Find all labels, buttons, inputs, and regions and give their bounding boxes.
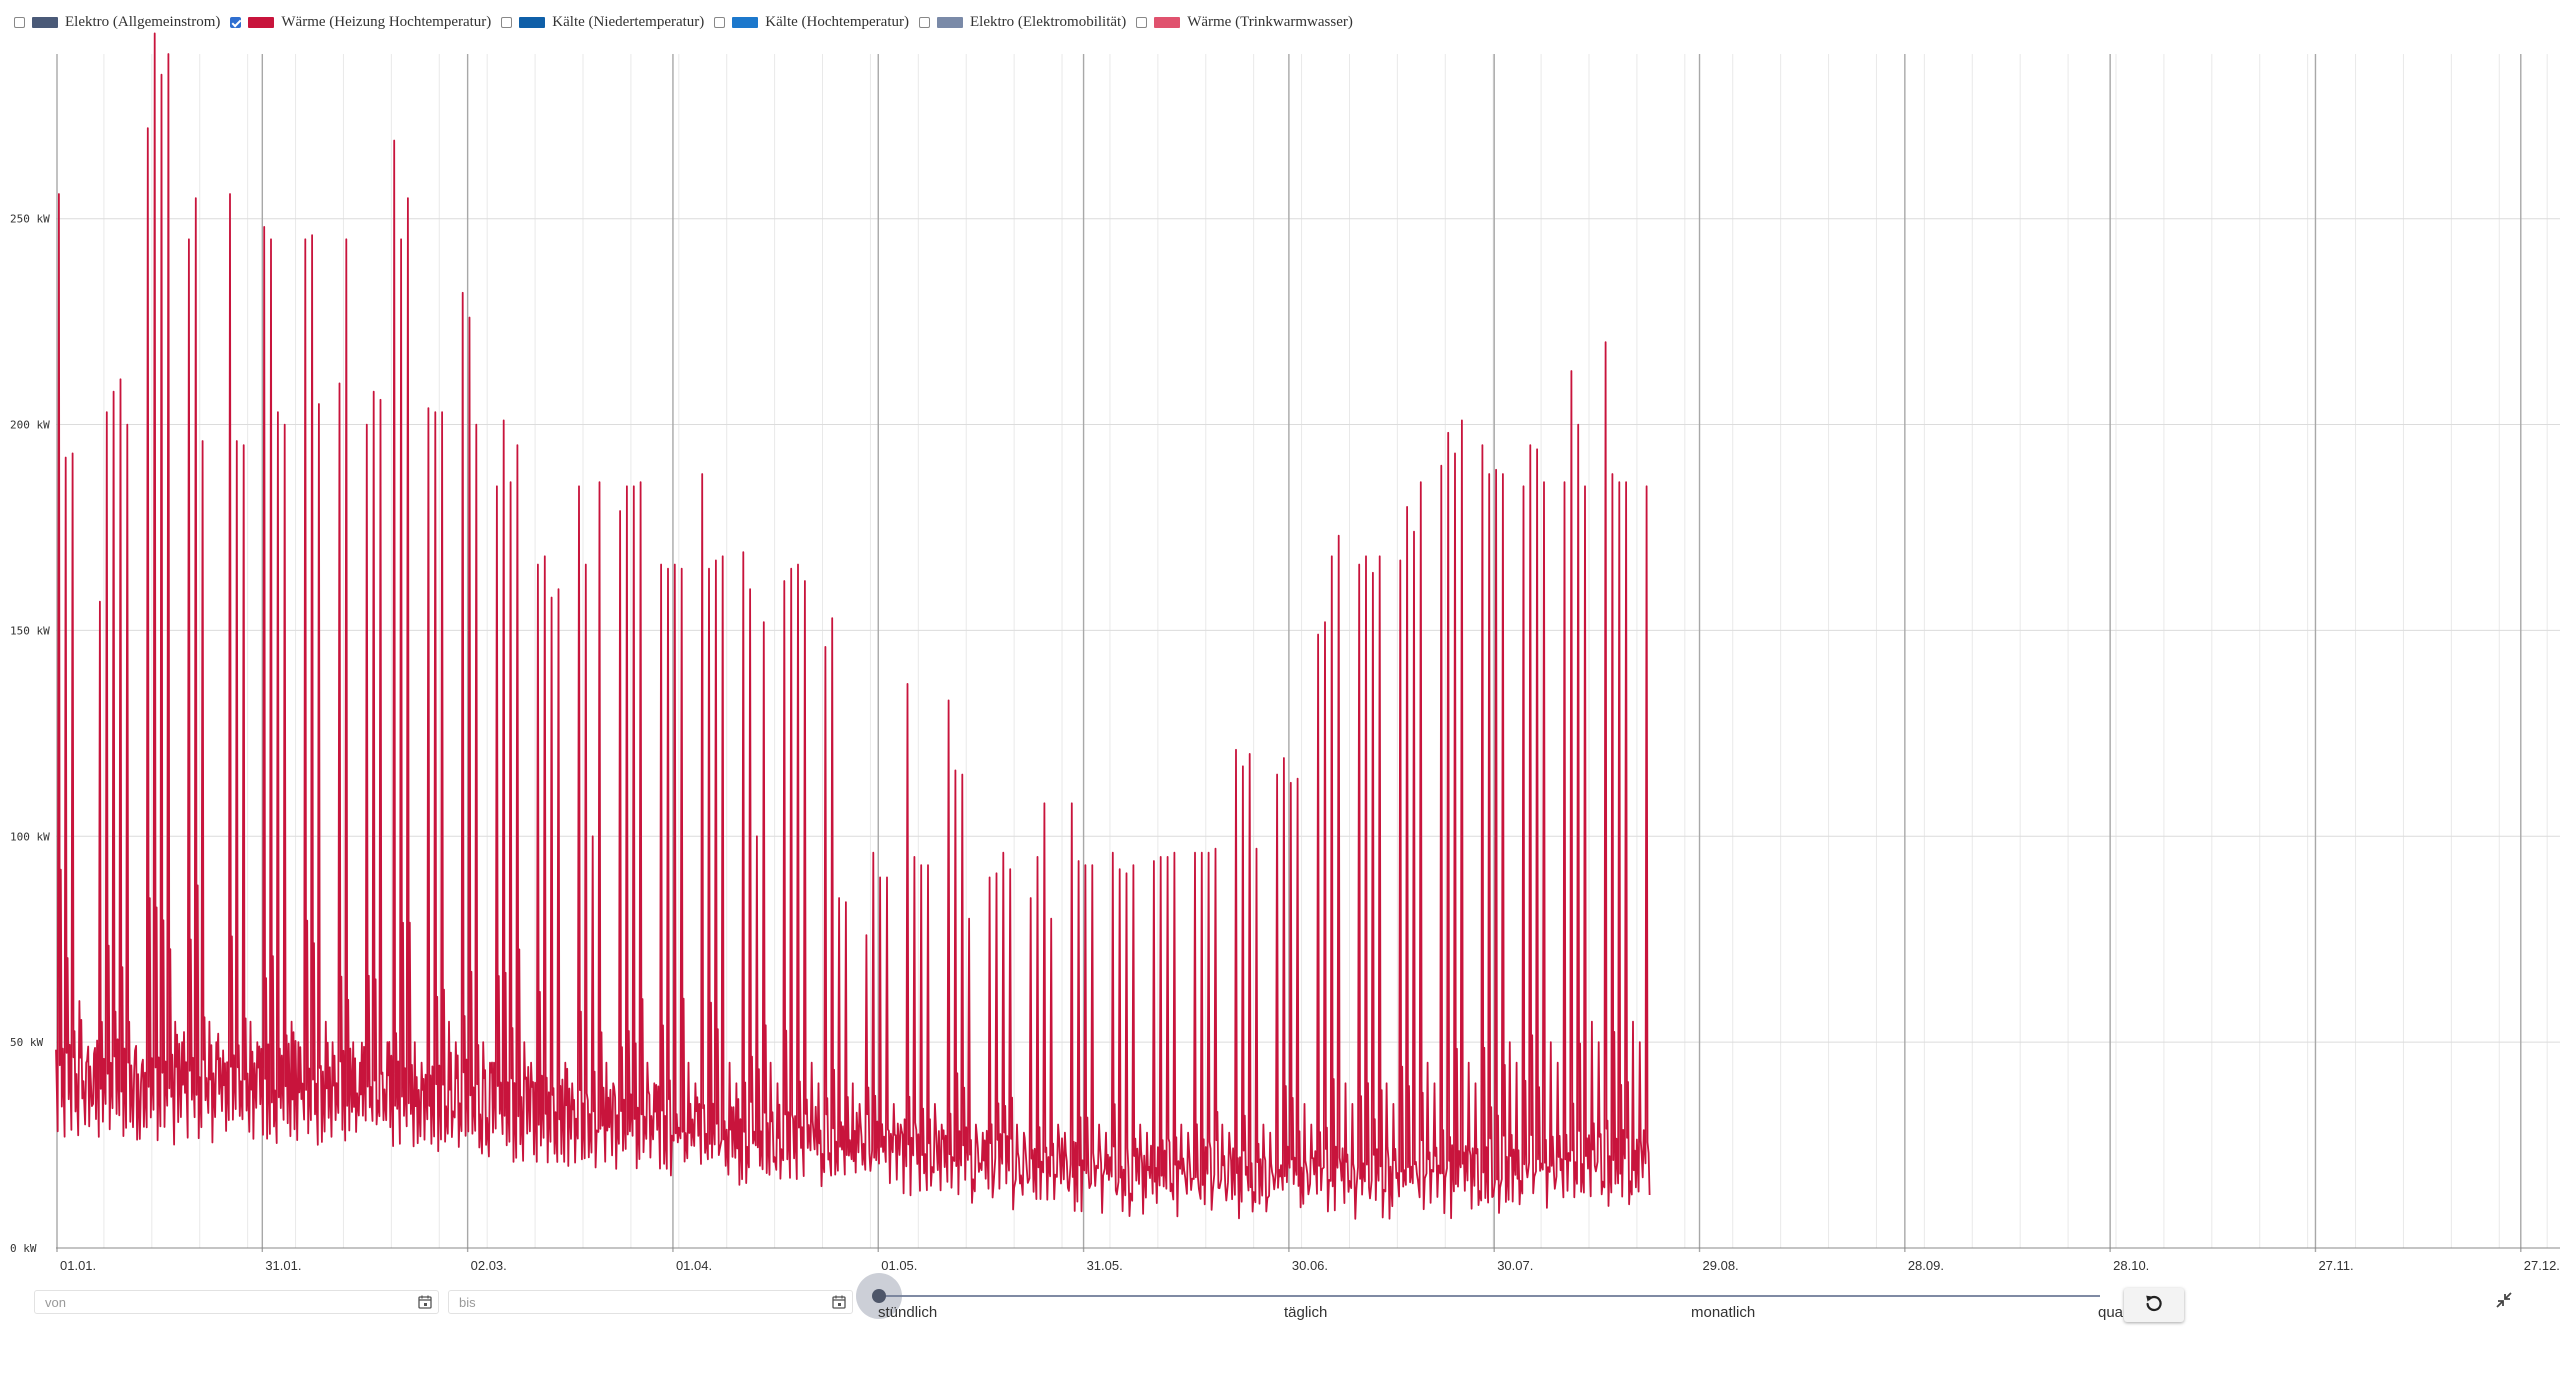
x-tick-label: 01.05. [881, 1258, 917, 1270]
x-tick-label: 01.04. [676, 1258, 712, 1270]
y-tick-label: 100 kW [10, 830, 50, 843]
legend-item[interactable]: Elektro (Allgemeinstrom) [14, 14, 220, 31]
legend-item[interactable]: Wärme (Trinkwarmwasser) [1136, 14, 1353, 31]
legend-swatch [936, 16, 963, 28]
x-tick-label: 28.09. [1908, 1258, 1944, 1270]
legend-swatch [1154, 16, 1181, 28]
legend-label: Wärme (Trinkwarmwasser) [1187, 13, 1353, 30]
from-date-input[interactable] [43, 1291, 414, 1313]
x-tick-label: 01.01. [60, 1258, 96, 1270]
legend-label: Wärme (Heizung Hochtemperatur) [281, 13, 492, 30]
legend-label: Kälte (Hochtemperatur) [765, 13, 909, 30]
resolution-slider-track[interactable] [878, 1295, 2100, 1297]
y-tick-label: 50 kW [10, 1036, 43, 1049]
x-tick-label: 27.12. [2524, 1258, 2560, 1270]
legend-swatch [248, 16, 275, 28]
resolution-slider-handle[interactable] [872, 1289, 886, 1303]
x-tick-label: 28.10. [2113, 1258, 2149, 1270]
calendar-icon[interactable] [828, 1291, 850, 1313]
legend-swatch [32, 16, 58, 28]
collapse-icon [2494, 1290, 2514, 1315]
to-date-field[interactable] [448, 1290, 853, 1314]
x-tick-label: 30.06. [1292, 1258, 1328, 1270]
legend-swatch [519, 16, 546, 28]
series-line [55, 32, 1651, 1220]
x-tick-label: 29.08. [1703, 1258, 1739, 1270]
line-chart: 0 kW 50 kW 100 kW 150 kW 200 kW 250 kW 01.01. 3… [10, 32, 2560, 1270]
x-tick-label: 31.01. [265, 1258, 301, 1270]
reset-button[interactable] [2124, 1288, 2184, 1322]
to-date-input[interactable] [457, 1291, 828, 1313]
calendar-icon[interactable] [414, 1291, 436, 1313]
x-tick-label: 31.05. [1087, 1258, 1123, 1270]
x-tick-label: 27.11. [2318, 1258, 2353, 1270]
legend-label: Kälte (Niedertemperatur) [552, 13, 705, 30]
legend-label: Elektro (Allgemeinstrom) [65, 13, 221, 30]
resolution-option-hourly[interactable]: stündlich [878, 1304, 938, 1321]
y-tick-label: 250 kW [10, 213, 50, 226]
legend-checkbox[interactable] [230, 16, 242, 28]
from-date-field[interactable] [34, 1290, 439, 1314]
legend-item[interactable]: Kälte (Niedertemperatur) [501, 14, 704, 31]
y-tick-label: 150 kW [10, 624, 50, 637]
legend-checkbox[interactable] [918, 16, 930, 28]
resolution-option-monthly[interactable]: monatlich [1691, 1304, 1756, 1321]
collapse-button[interactable] [2492, 1290, 2516, 1314]
resolution-option-daily[interactable]: täglich [1284, 1304, 1328, 1321]
chart-legend: Elektro (Allgemeinstrom) Wärme (Heizung H… [14, 10, 1363, 34]
legend-item[interactable]: Elektro (Elektromobilität) [918, 13, 1127, 31]
legend-swatch [732, 16, 759, 28]
legend-label: Elektro (Elektromobilität) [969, 13, 1127, 30]
reset-icon [2144, 1293, 2164, 1318]
x-tick-label: 30.07. [1497, 1258, 1533, 1270]
legend-checkbox[interactable] [501, 16, 513, 28]
y-tick-label: 0 kW [10, 1242, 37, 1255]
legend-item[interactable]: Kälte (Hochtemperatur) [714, 14, 909, 31]
legend-checkbox[interactable] [1136, 16, 1148, 28]
x-tick-label: 02.03. [471, 1258, 507, 1270]
legend-checkbox[interactable] [14, 16, 25, 28]
y-tick-label: 200 kW [10, 419, 50, 432]
legend-item[interactable]: Wärme (Heizung Hochtemperatur) [230, 14, 491, 31]
legend-checkbox[interactable] [714, 16, 726, 28]
